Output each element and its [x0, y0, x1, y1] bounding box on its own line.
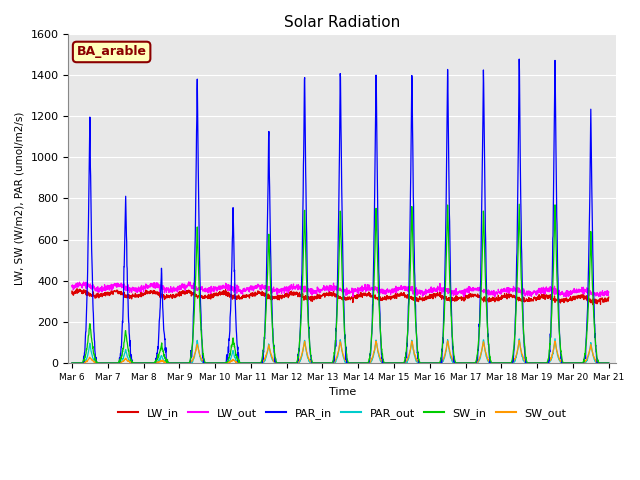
Legend: LW_in, LW_out, PAR_in, PAR_out, SW_in, SW_out: LW_in, LW_out, PAR_in, PAR_out, SW_in, S…	[113, 404, 571, 423]
Title: Solar Radiation: Solar Radiation	[284, 15, 400, 30]
X-axis label: Time: Time	[328, 387, 356, 397]
Y-axis label: LW, SW (W/m2), PAR (umol/m2/s): LW, SW (W/m2), PAR (umol/m2/s)	[15, 112, 25, 285]
Text: BA_arable: BA_arable	[77, 46, 147, 59]
